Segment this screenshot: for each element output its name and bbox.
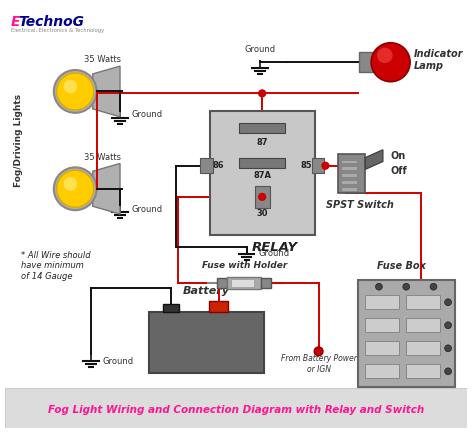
Bar <box>365 341 400 355</box>
Text: Fuse with Holder: Fuse with Holder <box>202 260 287 270</box>
Text: SPST Switch: SPST Switch <box>326 201 393 210</box>
Polygon shape <box>93 66 120 117</box>
Text: 35 Watts: 35 Watts <box>84 55 121 64</box>
Text: Fog Light Wiring and Connection Diagram with Relay and Switch: Fog Light Wiring and Connection Diagram … <box>48 405 424 415</box>
Circle shape <box>322 162 329 169</box>
Bar <box>209 301 228 312</box>
Circle shape <box>57 73 94 110</box>
Circle shape <box>371 43 410 82</box>
Bar <box>365 364 400 378</box>
Text: Ground: Ground <box>132 205 163 214</box>
Bar <box>341 173 356 177</box>
Bar <box>311 158 324 173</box>
Bar <box>239 123 285 133</box>
Bar <box>149 312 264 373</box>
Circle shape <box>54 168 97 210</box>
Text: Ground: Ground <box>258 249 289 257</box>
Circle shape <box>445 322 451 329</box>
Bar <box>338 154 365 193</box>
Bar <box>341 166 356 170</box>
Bar <box>341 160 356 164</box>
Circle shape <box>54 70 97 113</box>
Text: From Battery Power
or IGN: From Battery Power or IGN <box>281 354 356 374</box>
Text: On: On <box>391 151 406 161</box>
Polygon shape <box>93 164 120 214</box>
Polygon shape <box>365 150 383 169</box>
Circle shape <box>259 90 265 97</box>
Bar <box>406 341 440 355</box>
Bar <box>227 277 261 289</box>
Circle shape <box>445 345 451 352</box>
Circle shape <box>445 368 451 375</box>
Circle shape <box>430 283 437 290</box>
Text: WWW.ETechnoG.COM: WWW.ETechnoG.COM <box>181 349 233 354</box>
Text: Electrical, Electronics & Technology: Electrical, Electronics & Technology <box>11 28 104 33</box>
Bar <box>357 280 455 388</box>
Bar <box>406 318 440 332</box>
Text: Ground: Ground <box>102 357 134 365</box>
Bar <box>200 158 213 173</box>
Circle shape <box>377 48 392 63</box>
Text: Fog/Driving Lights: Fog/Driving Lights <box>14 94 23 187</box>
Bar <box>341 180 356 184</box>
Bar <box>359 53 381 72</box>
Circle shape <box>314 347 323 356</box>
Bar <box>210 111 315 236</box>
Text: Fuse Box: Fuse Box <box>377 260 426 270</box>
Bar <box>261 278 271 288</box>
Text: 87: 87 <box>256 138 268 147</box>
Text: 35 Watts: 35 Watts <box>84 152 121 161</box>
Bar <box>365 295 400 309</box>
Bar <box>255 186 270 208</box>
Text: Battery: Battery <box>183 286 230 296</box>
Text: Ground: Ground <box>132 110 163 119</box>
Text: TechnoG: TechnoG <box>19 16 85 30</box>
Text: Off: Off <box>391 166 407 176</box>
Text: E: E <box>11 16 20 30</box>
Bar <box>406 295 440 309</box>
Text: Ground: Ground <box>245 46 276 54</box>
Text: 85: 85 <box>301 161 312 170</box>
Text: RELAY: RELAY <box>252 241 298 254</box>
Text: WWW.ETechnoG.COM: WWW.ETechnoG.COM <box>380 358 432 363</box>
Circle shape <box>259 194 265 200</box>
Bar <box>5 388 466 428</box>
Bar <box>239 158 285 168</box>
Circle shape <box>375 283 383 290</box>
Bar <box>341 187 356 191</box>
Text: 30: 30 <box>256 209 268 217</box>
Bar <box>365 318 400 332</box>
Circle shape <box>57 170 94 207</box>
Bar <box>218 278 227 288</box>
Circle shape <box>403 283 410 290</box>
Text: * All Wire should
have minimum
of 14 Gauge: * All Wire should have minimum of 14 Gau… <box>21 251 91 281</box>
Bar <box>231 279 255 287</box>
Circle shape <box>445 299 451 306</box>
Text: 87A: 87A <box>253 171 271 180</box>
Circle shape <box>64 177 77 191</box>
Circle shape <box>64 80 77 93</box>
Text: Indicator
Lamp: Indicator Lamp <box>414 49 464 71</box>
Bar <box>406 364 440 378</box>
Text: 86: 86 <box>212 161 224 170</box>
Bar <box>163 304 179 312</box>
